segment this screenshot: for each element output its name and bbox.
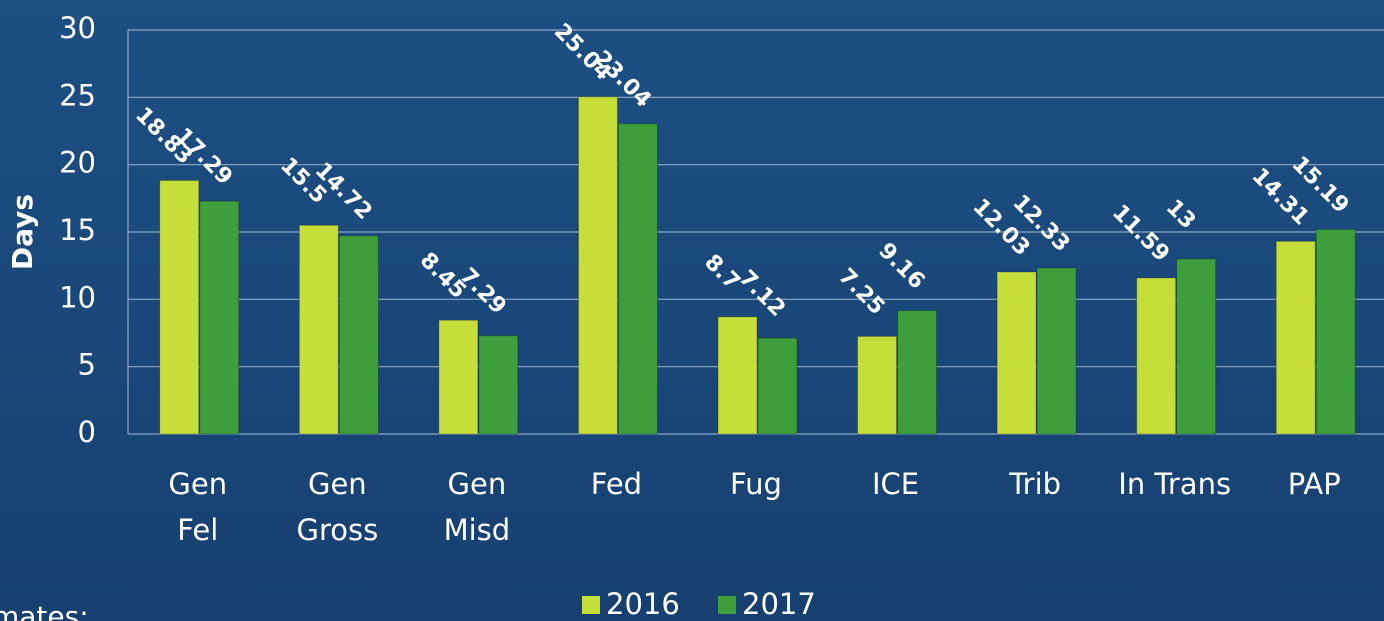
y-axis-label: Days (6, 194, 39, 270)
x-tick-label: Gross (296, 513, 378, 547)
bar (757, 337, 798, 435)
x-tick-label: Fel (177, 513, 218, 547)
note: mates: (0, 600, 89, 621)
bar (897, 310, 938, 435)
bar (298, 224, 339, 435)
y-tick-label: 15 (59, 213, 96, 247)
y-tick-label: 5 (78, 348, 96, 382)
x-tick-label: In Trans (1118, 467, 1231, 501)
y-tick-label: 30 (59, 11, 96, 45)
x-tick-label: Trib (1008, 467, 1061, 501)
y-tick-label: 20 (59, 146, 96, 180)
x-tick-label: Fed (591, 467, 642, 501)
legend-swatch (582, 596, 600, 614)
bar (577, 96, 618, 435)
bar (199, 200, 240, 435)
bar (338, 235, 379, 435)
bar (857, 335, 898, 435)
bar (1036, 267, 1077, 435)
legend-label: 2016 (606, 587, 680, 621)
x-tick-label: Fug (730, 467, 782, 501)
bar (717, 316, 758, 435)
bar (996, 271, 1037, 435)
x-tick-label: Gen (168, 467, 227, 501)
y-tick-label: 0 (78, 415, 96, 449)
bar (1275, 240, 1316, 435)
bar (1176, 258, 1217, 435)
x-tick-label: Gen (448, 467, 507, 501)
y-tick-label: 10 (59, 280, 96, 314)
x-tick-label: PAP (1288, 467, 1341, 501)
y-tick-label: 25 (59, 78, 96, 112)
x-tick-label: Misd (444, 513, 511, 547)
legend-label: 2017 (742, 587, 816, 621)
bar (1315, 228, 1356, 435)
bar (159, 179, 200, 435)
x-tick-label: Gen (308, 467, 367, 501)
bar (438, 319, 479, 435)
bar (478, 335, 519, 435)
bar (617, 123, 658, 435)
legend-swatch (718, 596, 736, 614)
x-tick-label: ICE (872, 467, 919, 501)
bar (1136, 277, 1177, 435)
